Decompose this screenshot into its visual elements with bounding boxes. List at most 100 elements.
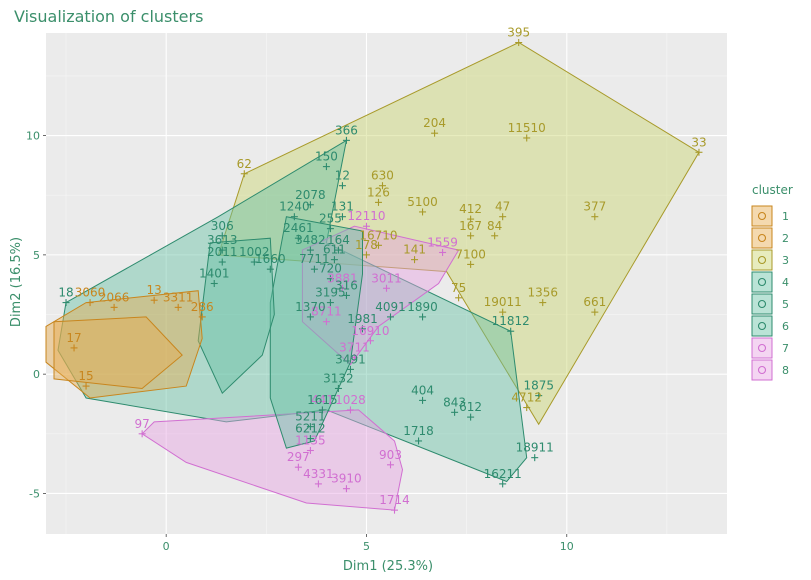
point-label: 3482	[295, 233, 326, 247]
legend-item-7: 7	[751, 337, 789, 359]
cluster-3-point	[362, 251, 370, 259]
legend-label: 1	[782, 210, 789, 223]
x-tick-label: 5	[363, 540, 370, 553]
cluster-8-point	[342, 485, 350, 493]
legend-item-8: 8	[751, 359, 789, 381]
point-label: 612	[459, 400, 482, 414]
point-label: 6212	[295, 422, 326, 436]
cluster-3-point	[523, 404, 531, 412]
cluster-4-point	[318, 406, 326, 414]
point-label: 1981	[347, 312, 378, 326]
point-label: 131	[331, 200, 354, 214]
legend-label: 4	[782, 276, 789, 289]
cluster-7-point	[366, 337, 374, 345]
point-label: 17	[66, 331, 81, 345]
point-label: 366	[335, 123, 358, 137]
legend-item-3: 3	[751, 249, 789, 271]
point-label: 3011	[371, 271, 402, 285]
point-label: 167	[459, 219, 482, 233]
point-label: 126	[367, 185, 390, 199]
cluster-4-point	[306, 423, 314, 431]
point-label: 1714	[379, 493, 410, 507]
cluster-4-point	[290, 213, 298, 221]
cluster-6-point	[419, 313, 427, 321]
point-label: 3613	[207, 233, 238, 247]
cluster-4-point	[326, 275, 334, 283]
cluster-6-point	[507, 327, 515, 335]
cluster-8-point	[314, 480, 322, 488]
cluster-4-point	[294, 234, 302, 242]
point-label: 611	[323, 243, 346, 257]
point-label: 204	[423, 116, 446, 130]
cluster-7-point	[383, 284, 390, 292]
point-label: 903	[379, 448, 402, 462]
cluster-2-point	[70, 344, 78, 352]
cluster-7-point	[338, 284, 346, 292]
legend-item-5: 5	[751, 293, 789, 315]
cluster-6-point	[387, 313, 395, 321]
y-tick-label: -5	[29, 487, 40, 500]
cluster-8-point	[138, 430, 146, 438]
legend-label: 3	[782, 254, 789, 267]
point-label: 3711	[339, 340, 370, 354]
legend-key	[751, 359, 773, 381]
legend-key	[751, 293, 773, 315]
point-label: 141	[403, 243, 426, 257]
cluster-3-point	[455, 294, 463, 302]
legend-key-marker	[757, 321, 767, 331]
legend: cluster 1 2 3 4 5 6 7 8	[751, 183, 793, 381]
point-label: 377	[583, 200, 606, 214]
point-label: 404	[411, 383, 434, 397]
point-label: 1401	[199, 267, 230, 281]
point-label: 75	[451, 281, 466, 295]
point-label: 297	[287, 450, 310, 464]
point-label: 2461	[283, 221, 314, 235]
cluster-6-point	[322, 163, 330, 171]
point-label: 164	[327, 233, 350, 247]
cluster-3-point	[539, 299, 547, 307]
point-label: 7711	[299, 252, 330, 266]
point-label: 18	[58, 286, 73, 300]
point-label: 1718	[403, 424, 434, 438]
cluster-3-point	[467, 215, 475, 223]
legend-label: 5	[782, 298, 789, 311]
cluster-8-point	[387, 461, 395, 469]
point-label: 13	[147, 283, 162, 297]
x-tick-label: 0	[163, 540, 170, 553]
y-axis-title: Dim2 (16.5%)	[9, 237, 24, 327]
point-label: 15	[78, 369, 93, 383]
cluster-hulls	[45, 41, 700, 511]
cluster-2-point	[82, 382, 90, 390]
cluster-6-point	[62, 299, 70, 307]
cluster-3-point	[467, 232, 475, 240]
point-label: 843	[443, 395, 466, 409]
cluster-4-point	[326, 299, 334, 307]
legend-key	[751, 271, 773, 293]
axis-ticks: 0 5 10 -5 0 5 10	[26, 130, 574, 553]
point-label: 661	[583, 295, 606, 309]
point-label: 1615	[307, 393, 338, 407]
panel-background	[46, 33, 727, 534]
cluster-3-point	[411, 256, 419, 264]
point-label: 2066	[99, 290, 130, 304]
point-label: 720	[319, 262, 342, 276]
point-label: 16211	[484, 467, 522, 481]
cluster-4-point	[310, 265, 318, 273]
cluster-3-point	[591, 308, 599, 316]
point-label: 33	[691, 135, 706, 149]
cluster-hull-1	[53, 316, 183, 390]
legend-label: 7	[782, 342, 789, 355]
cluster-3-point	[419, 208, 427, 216]
point-label: 4331	[303, 467, 334, 481]
point-label: 62	[237, 157, 252, 171]
plot-panel	[46, 33, 727, 534]
cluster-3-point	[240, 170, 248, 178]
cluster-hull-7	[301, 225, 460, 366]
legend-key	[751, 315, 773, 337]
legend-item-4: 4	[751, 271, 789, 293]
cluster-4-point	[306, 201, 314, 209]
point-label: 178	[355, 238, 378, 252]
point-label: 7100	[455, 247, 486, 261]
